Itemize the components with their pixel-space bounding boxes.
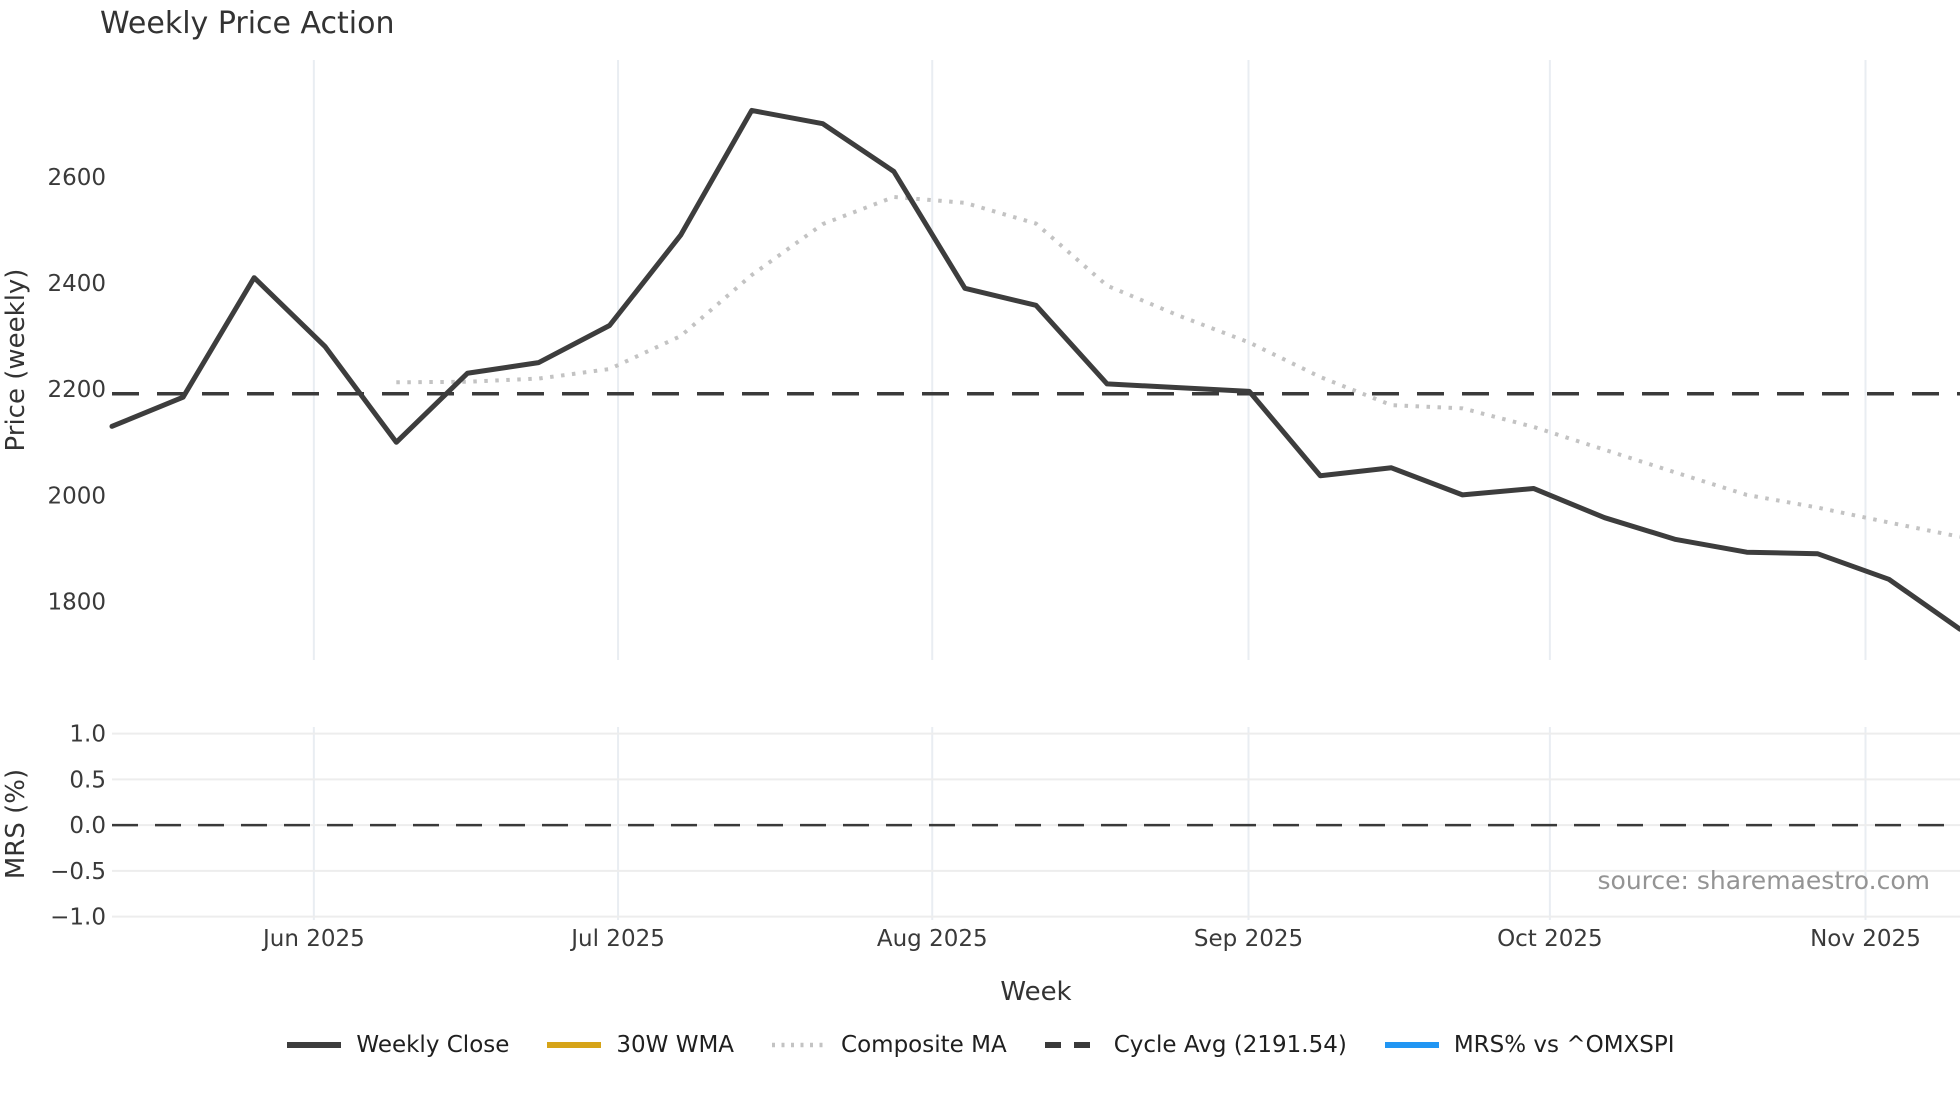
- month-tick-label: Jun 2025: [261, 926, 365, 952]
- legend-label-weekly-close: Weekly Close: [356, 1032, 510, 1058]
- price-tick-label: 1800: [47, 590, 106, 616]
- month-tick-label: Aug 2025: [877, 926, 988, 952]
- price-tick-label: 2200: [47, 377, 106, 403]
- week-axis-label: Week: [1000, 977, 1072, 1007]
- mrs-tick-label: 0.0: [69, 813, 106, 839]
- legend-swatch-weekly-close: [287, 1042, 342, 1048]
- month-tick-label: Jul 2025: [569, 926, 665, 952]
- mrs-axis-label: MRS (%): [1, 768, 31, 880]
- mrs-tick-label: −0.5: [50, 859, 106, 885]
- price-axis-label: Price (weekly): [1, 268, 31, 452]
- legend-item-weekly-close: Weekly Close: [285, 1032, 509, 1058]
- legend-label-30w-wma: 30W WMA: [616, 1032, 735, 1058]
- source-text: source: sharemaestro.com: [1597, 866, 1931, 895]
- legend-item-mrs-vs-omxspi: MRS% vs ^OMXSPI: [1383, 1032, 1675, 1058]
- legend-label-cycle-avg-2191-54: Cycle Avg (2191.54): [1113, 1032, 1347, 1058]
- chart-title: Weekly Price Action: [100, 6, 395, 41]
- legend-label-mrs-vs-omxspi: MRS% vs ^OMXSPI: [1453, 1032, 1675, 1058]
- legend-item-composite-ma: Composite MA: [770, 1032, 1007, 1058]
- price-tick-label: 2000: [47, 483, 106, 509]
- month-tick-label: Nov 2025: [1810, 926, 1921, 952]
- legend-swatch-composite-ma: [772, 1042, 827, 1048]
- price-tick-label: 2400: [47, 271, 106, 297]
- month-tick-label: Oct 2025: [1497, 926, 1603, 952]
- legend-swatch-cycle-avg-2191-54: [1044, 1042, 1099, 1048]
- weekly-close-line: [109, 107, 1960, 632]
- legend-label-composite-ma: Composite MA: [841, 1032, 1007, 1058]
- mrs-tick-label: 0.5: [69, 767, 106, 793]
- mrs-tick-label: −1.0: [50, 905, 106, 931]
- legend-swatch-mrs-vs-omxspi: [1384, 1042, 1439, 1048]
- price-tick-label: 2600: [47, 165, 106, 191]
- month-tick-label: Sep 2025: [1194, 926, 1303, 952]
- legend-swatch-30w-wma: [547, 1042, 602, 1048]
- composite-ma-line: [396, 194, 1960, 539]
- mrs-tick-label: 1.0: [69, 722, 106, 748]
- legend-item-30w-wma: 30W WMA: [545, 1032, 734, 1058]
- legend: Weekly Close 30W WMA Composite MA Cycle Avg…: [0, 1032, 1960, 1058]
- legend-item-cycle-avg-2191-54: Cycle Avg (2191.54): [1043, 1032, 1347, 1058]
